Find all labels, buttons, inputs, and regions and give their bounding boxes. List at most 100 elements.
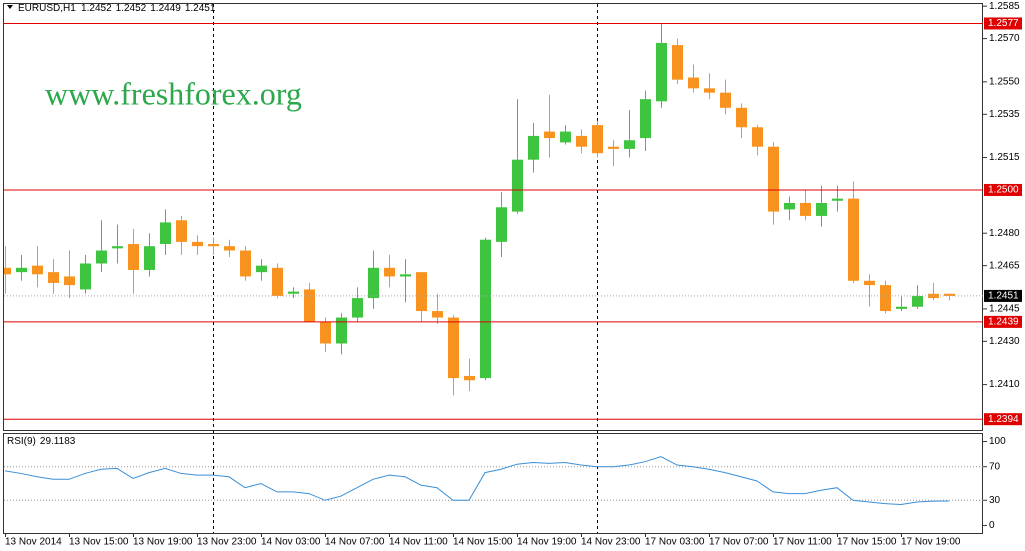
candle-body xyxy=(672,45,683,80)
candle-body xyxy=(912,295,923,307)
y-tick-label: 70 xyxy=(989,461,1001,472)
price-frame xyxy=(3,3,983,431)
candle-body xyxy=(544,131,555,139)
y-tick-label: 1.2465 xyxy=(989,260,1020,271)
candle-body xyxy=(144,246,155,270)
y-tick-label: 1.2550 xyxy=(989,76,1020,87)
candle-body xyxy=(704,88,715,93)
candle-body xyxy=(96,250,107,264)
candle-body xyxy=(528,135,539,160)
candle-body xyxy=(736,107,747,128)
x-tick-label: 13 Nov 2014 xyxy=(5,537,62,548)
candle-body xyxy=(176,220,187,242)
level-label-box xyxy=(984,17,1022,30)
candle-body xyxy=(800,202,811,216)
candle-body xyxy=(64,276,75,286)
candle-body xyxy=(496,207,507,242)
rsi-current: 29.1183 xyxy=(40,436,76,447)
level-label: 1.2577 xyxy=(988,18,1019,29)
level-label: 1.2439 xyxy=(988,317,1019,328)
y-tick-label: 1.2585 xyxy=(989,1,1020,12)
candle-body xyxy=(48,272,59,283)
y-tick-label: 1.2570 xyxy=(989,33,1020,44)
candle-body xyxy=(848,198,859,281)
last-low: 1.2449 xyxy=(150,3,181,14)
y-tick-label: 1.2535 xyxy=(989,109,1020,120)
candle-body xyxy=(480,239,491,379)
candle-body xyxy=(864,280,875,286)
candle-body xyxy=(208,244,219,247)
y-tick-label: 1.2480 xyxy=(989,228,1020,239)
candle-body xyxy=(240,250,251,277)
level-label: 1.2500 xyxy=(988,185,1019,196)
rsi-frame xyxy=(3,433,983,534)
rsi-header: RSI(9) 29.1183 xyxy=(7,436,76,447)
x-tick-label: 13 Nov 23:00 xyxy=(197,537,257,548)
x-tick-label: 17 Nov 19:00 xyxy=(901,537,961,548)
x-tick-label: 13 Nov 19:00 xyxy=(133,537,193,548)
candle-body xyxy=(112,246,123,249)
symbol: EURUSD,H1 xyxy=(18,3,76,14)
candle-body xyxy=(4,267,11,275)
candle-body xyxy=(576,135,587,147)
candle-body xyxy=(416,272,427,312)
candle-body xyxy=(432,311,443,318)
menu-icon xyxy=(7,5,13,9)
candle-body xyxy=(320,321,331,344)
candle-body xyxy=(640,99,651,139)
candle-body xyxy=(224,246,235,251)
watermark: www.freshforex.org xyxy=(45,75,302,111)
y-tick-label: 1.2430 xyxy=(989,336,1020,347)
last-high: 1.2452 xyxy=(116,3,147,14)
rsi-title: RSI(9) xyxy=(7,436,36,447)
candle-body xyxy=(592,125,603,154)
candle-body xyxy=(688,77,699,89)
x-tick-label: 17 Nov 11:00 xyxy=(773,537,832,548)
chart-header: EURUSD,H1 1.2452 1.2452 1.2449 1.2451 xyxy=(18,3,216,14)
x-tick-label: 17 Nov 07:00 xyxy=(709,537,769,548)
x-tick-label: 14 Nov 23:00 xyxy=(581,537,641,548)
candle-body xyxy=(368,267,379,299)
candle-body xyxy=(400,274,411,277)
candle-body xyxy=(304,289,315,322)
candle-body xyxy=(128,244,139,270)
candle-body xyxy=(16,267,27,273)
candle-body xyxy=(192,241,203,247)
candle-body xyxy=(560,131,571,143)
candle-body xyxy=(656,42,667,102)
x-tick-label: 14 Nov 03:00 xyxy=(261,537,321,548)
candle-body xyxy=(256,265,267,273)
x-tick-label: 14 Nov 19:00 xyxy=(517,537,577,548)
candle-body xyxy=(32,265,43,275)
candle-body xyxy=(624,140,635,149)
level-label-box xyxy=(984,413,1022,426)
candle-body xyxy=(80,263,91,290)
candle-body xyxy=(752,127,763,147)
candle-body xyxy=(768,146,779,212)
x-tick-label: 14 Nov 07:00 xyxy=(325,537,385,548)
candle-body xyxy=(880,285,891,312)
y-tick-label: 1.2410 xyxy=(989,379,1020,390)
x-tick-label: 14 Nov 11:00 xyxy=(389,537,448,548)
candle-body xyxy=(384,267,395,277)
candle-body xyxy=(512,159,523,212)
y-tick-label: 100 xyxy=(989,436,1006,447)
x-tick-label: 17 Nov 03:00 xyxy=(645,537,705,548)
x-tick-label: 14 Nov 15:00 xyxy=(453,537,513,548)
candle-body xyxy=(272,267,283,296)
level-label: 1.2394 xyxy=(988,414,1019,425)
candle-body xyxy=(928,293,939,299)
candle-body xyxy=(784,202,795,210)
candle-body xyxy=(896,306,907,309)
y-tick-label: 1.2445 xyxy=(989,304,1020,315)
last-close: 1.2451 xyxy=(185,3,216,14)
candle-body xyxy=(448,317,459,379)
candle-body xyxy=(944,293,955,296)
last-open: 1.2452 xyxy=(81,3,112,14)
candle-body xyxy=(160,222,171,245)
candle-body xyxy=(288,291,299,294)
y-tick-label: 0 xyxy=(989,520,995,531)
level-label-box xyxy=(984,315,1022,328)
